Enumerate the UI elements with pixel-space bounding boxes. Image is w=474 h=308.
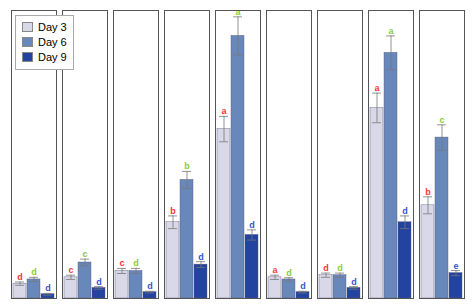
svg-text:a: a xyxy=(388,26,394,36)
svg-text:d: d xyxy=(96,277,102,287)
svg-text:d: d xyxy=(249,220,255,230)
svg-text:c: c xyxy=(439,115,444,125)
svg-text:c: c xyxy=(119,258,124,268)
svg-text:e: e xyxy=(453,261,458,271)
svg-text:d: d xyxy=(323,263,329,273)
html-text:Day 3: Day 3 xyxy=(38,21,67,33)
svg-text:d: d xyxy=(17,272,23,282)
html-text:Day 6: Day 6 xyxy=(38,35,67,48)
svg-text:d: d xyxy=(300,281,306,291)
svg-text:d: d xyxy=(147,281,153,291)
svg-text:b: b xyxy=(425,187,431,197)
svg-text:d: d xyxy=(337,263,343,273)
svg-text:a: a xyxy=(272,265,278,275)
svg-text:b: b xyxy=(170,206,176,216)
html-text:Day 9: Day 9 xyxy=(38,50,67,63)
svg-text:d: d xyxy=(351,277,357,287)
svg-text:c: c xyxy=(68,265,73,275)
svg-text:d: d xyxy=(198,252,204,262)
svg-text:a: a xyxy=(374,83,380,93)
svg-text:d: d xyxy=(45,283,51,293)
svg-text:a: a xyxy=(221,106,227,116)
svg-text:a: a xyxy=(235,7,241,17)
svg-text:d: d xyxy=(133,258,139,268)
svg-text:c: c xyxy=(82,249,87,259)
svg-text:b: b xyxy=(184,161,190,171)
svg-text:d: d xyxy=(402,206,408,216)
svg-text:d: d xyxy=(31,267,37,277)
svg-text:d: d xyxy=(286,268,292,278)
